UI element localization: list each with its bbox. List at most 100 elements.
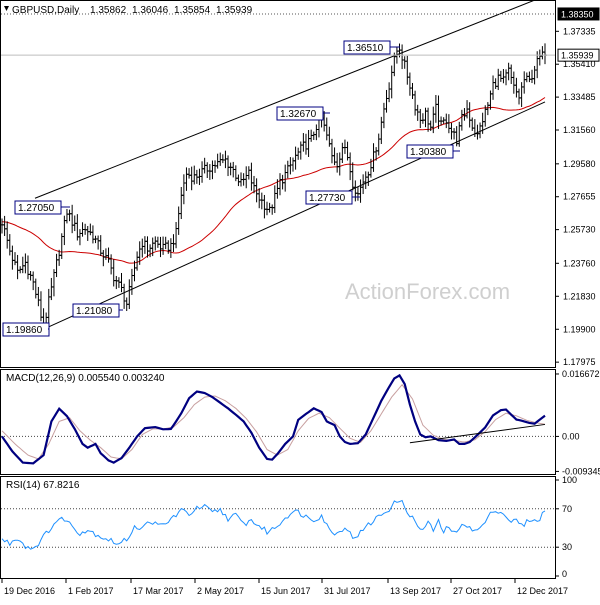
price-tick-label: 1.25730 — [563, 225, 596, 235]
ohlc-bar — [114, 275, 119, 290]
annotation-text: 1.19860 — [6, 325, 43, 336]
header-marker-icon — [4, 6, 9, 11]
ohlc-bar — [15, 254, 20, 280]
ohlc-bar — [174, 222, 179, 249]
ohlc-bar — [496, 68, 501, 91]
price-channel — [34, 0, 546, 334]
ohlc-bar — [530, 69, 535, 84]
price-axis: 1.37335 1.35410 1.33485 1.31560 1.29580 1.276… — [555, 26, 596, 367]
rsi-tick-label: 70 — [562, 504, 572, 514]
ohlc-bar — [25, 255, 30, 280]
ohlc-bar — [153, 236, 158, 251]
ohlc-bars — [0, 43, 547, 335]
ohlc-bar — [504, 69, 509, 86]
ohlc-bar — [103, 248, 108, 260]
ohlc-bar — [272, 185, 277, 214]
rsi-panel — [0, 476, 556, 579]
price-tick-label: 1.31560 — [563, 125, 596, 135]
ohlc-bar — [290, 157, 295, 172]
ohlc-bar — [119, 272, 124, 293]
ohlc-bar — [540, 46, 545, 60]
ohlc-bar — [51, 269, 56, 297]
ohlc-bar — [444, 113, 449, 129]
ohlc-bar — [168, 238, 173, 258]
ohlc-bar — [384, 89, 389, 113]
rsi-series: 100 70 30 0 — [1, 475, 577, 579]
annotation-text: 1.30380 — [410, 147, 447, 158]
ohlc-bar — [189, 166, 194, 191]
price-annotations: 1.27050 1.21080 1.19860 1.32670 1.27730 1.365… — [2, 40, 460, 337]
ohlc-bar — [514, 77, 519, 98]
annotation-text: 1.36510 — [347, 43, 384, 54]
moving-average — [1, 97, 546, 264]
ohlc-bar — [381, 102, 386, 129]
ohlc-bar — [407, 72, 412, 96]
price-tick-label: 1.19900 — [563, 324, 596, 334]
ohlc-bar — [140, 238, 145, 258]
price-panel — [0, 0, 556, 368]
ohlc-bar — [2, 215, 7, 236]
price-tag-label: 1.38350 — [561, 9, 594, 19]
ohlc-bar — [187, 168, 192, 179]
rsi-line — [1, 499, 546, 550]
ohlc-bar — [467, 102, 472, 128]
ohlc-bar — [259, 192, 264, 210]
ohlc-bar — [306, 130, 311, 157]
ohlc-bar — [12, 252, 17, 266]
ohlc-bar — [54, 253, 59, 278]
ohlc-bar — [389, 65, 394, 99]
ohlc-bar — [413, 90, 418, 116]
macd-tick-label: 0.016672 — [562, 369, 600, 379]
ohlc-bar — [64, 208, 69, 224]
date-tick-label: 19 Dec 2016 — [4, 586, 55, 596]
ohlc-bar — [5, 221, 10, 249]
ohlc-bar — [270, 204, 275, 215]
ohlc-bar — [205, 162, 210, 179]
ohlc-bar — [335, 152, 340, 173]
ohlc-bar — [158, 236, 163, 258]
ohlc-bar — [135, 251, 140, 271]
macd-tick-label: 0.00 — [562, 431, 580, 441]
price-tag: 1.35939 — [1, 48, 600, 62]
ohlc-bar — [311, 131, 316, 140]
ohlc-bar — [280, 174, 285, 190]
ohlc-bar — [220, 154, 225, 164]
price-tag: 1.38350 — [1, 7, 600, 21]
ohlc-bar — [145, 236, 150, 258]
ohlc-bar — [226, 155, 231, 177]
ohlc-bar — [85, 226, 90, 241]
ohlc-bar — [67, 209, 72, 222]
ohlc-bar — [493, 78, 498, 89]
macd-line — [1, 373, 546, 465]
ohlc-bar — [283, 164, 288, 192]
annotation-label: 1.19860 — [2, 322, 50, 337]
ohlc-bar — [426, 107, 431, 132]
ohlc-bar — [233, 165, 238, 182]
ohlc-bar — [176, 206, 181, 235]
ohlc-bar — [249, 162, 254, 191]
ohlc-bar — [213, 160, 218, 173]
price-tick-label: 1.27655 — [563, 192, 596, 202]
ohlc-bar — [285, 160, 290, 179]
annotation-label: 1.32670 — [276, 106, 330, 121]
price-tag-box — [557, 7, 600, 21]
macd-panel — [0, 369, 556, 475]
channel-upper-line — [34, 0, 537, 199]
ohlc-bar — [236, 174, 241, 187]
ohlc-bar — [36, 286, 41, 307]
ohlc-bar — [49, 277, 54, 301]
price-low: 1.35854 — [174, 5, 211, 16]
ohlc-bar — [511, 71, 516, 94]
annotation-label: 1.36510 — [343, 40, 400, 55]
ohlc-bar — [70, 204, 75, 234]
ohlc-bar — [246, 166, 251, 180]
annotation-text: 1.21080 — [76, 306, 113, 317]
ohlc-bar — [20, 256, 25, 274]
ohlc-bar — [532, 65, 537, 85]
ohlc-bar — [293, 146, 298, 170]
ohlc-bar — [210, 160, 215, 180]
annotation-text: 1.27050 — [18, 203, 55, 214]
ohlc-bar — [402, 56, 407, 69]
price-close: 1.35939 — [216, 5, 253, 16]
ohlc-bar — [33, 278, 38, 299]
